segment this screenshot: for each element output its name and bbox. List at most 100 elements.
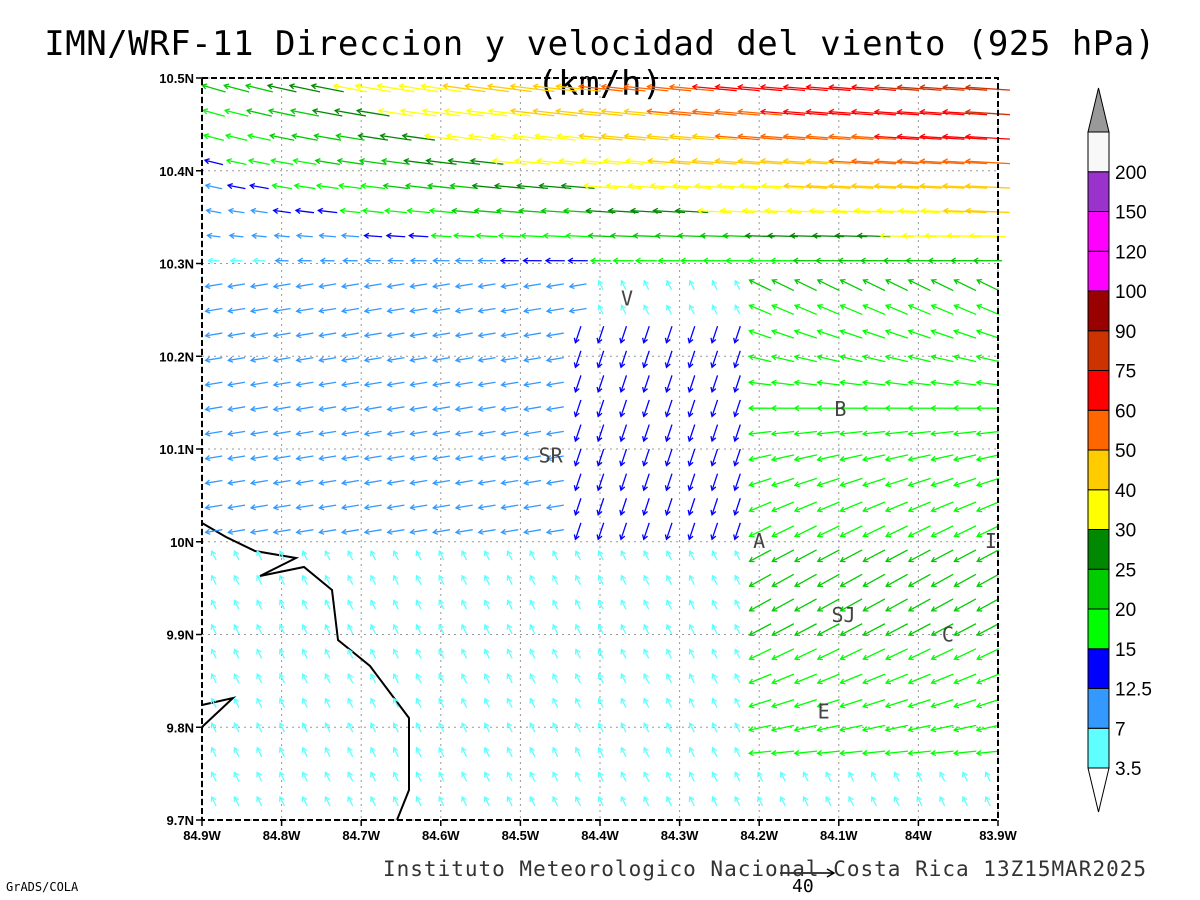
wind-arrow [318,430,337,437]
wind-arrow [558,157,597,165]
wind-arrow [483,550,490,561]
wind-arrow [560,182,595,190]
wind-arrow [839,303,863,316]
wind-arrow [500,479,519,486]
wind-arrow [392,574,399,586]
wind-arrow [782,84,828,92]
wind-arrow [506,672,513,684]
wind-arrow [930,454,954,463]
wind-arrow [619,350,628,369]
wind-arrow [552,623,559,635]
wind-arrow [710,448,719,467]
wind-arrow [295,356,314,363]
wind-arrow [427,182,455,190]
wind-arrow [907,525,931,538]
wind-arrow [793,525,817,538]
wind-arrow [582,182,618,190]
wind-arrow [861,405,886,412]
wind-arrow [540,207,570,214]
wind-arrow [506,795,513,807]
wind-arrow [272,454,291,462]
wind-arrow [210,599,217,610]
wind-arrow [719,207,755,214]
wind-arrow [597,795,604,807]
wind-arrow [409,430,428,437]
wind-arrow [204,182,223,190]
wind-arrow [669,157,714,165]
wind-arrow [612,257,634,264]
y-tick-label: 10.4N [159,164,194,179]
wind-arrow [733,473,741,492]
wind-arrow [301,574,308,586]
wind-arrow [627,182,665,190]
wind-arrow [552,746,559,758]
wind-arrow [939,795,946,807]
wind-arrow [600,83,646,92]
wind-arrow [620,279,627,291]
wind-arrow [691,157,737,165]
wind-arrow [227,332,246,339]
wind-arrow [500,332,519,339]
wind-arrow [907,623,931,636]
wind-arrow [409,381,428,388]
wind-arrow [415,771,422,782]
wind-arrow [270,158,294,166]
wind-arrow [930,573,954,588]
wind-arrow [340,381,359,388]
wind-arrow [340,528,359,535]
wind-arrow [665,279,673,291]
wind-arrow [431,381,451,388]
wind-arrow [256,771,263,782]
x-tick-label: 83.9W [979,828,1017,843]
wind-arrow [710,399,719,418]
wind-arrow [839,699,863,709]
wind-arrow [347,771,354,782]
wind-arrow [642,399,650,418]
wind-arrow [574,771,582,782]
wind-arrow [256,746,263,758]
wind-arrow [623,83,669,92]
wind-arrow [523,504,542,511]
wind-arrow [665,648,673,659]
wind-arrow [204,381,223,388]
wind-arrow [318,356,337,363]
wind-arrow [647,157,691,165]
colorbar-swatch [1087,290,1110,332]
colorbar-swatch [1087,688,1110,729]
wind-arrow [711,623,718,635]
wind-arrow [808,207,848,214]
wind-arrow [301,795,308,807]
wind-arrow [805,133,851,141]
wind-arrow [514,157,551,165]
wind-arrow [511,132,553,141]
wind-arrow [748,573,772,588]
wind-arrow [737,157,783,165]
wind-arrow [919,108,965,116]
wind-arrow [711,304,718,315]
wind-arrow [674,207,709,214]
wind-arrow [386,504,405,511]
wind-arrow [523,307,542,314]
wind-arrow [688,623,695,635]
wind-arrow [687,350,696,369]
wind-arrow [506,599,513,610]
wind-arrow [370,697,377,708]
wind-arrow [941,108,988,116]
wind-arrow [267,108,296,117]
wind-arrow [384,207,407,215]
wind-arrow [816,724,840,733]
wind-arrow [839,278,863,292]
wind-arrow [370,722,377,733]
wind-arrow [467,132,506,141]
wind-arrow [861,749,886,757]
wind-arrow [930,598,954,612]
wind-arrow [643,550,650,561]
wind-arrow [907,549,931,563]
wind-arrow [748,724,772,733]
wind-arrow [301,672,308,684]
wind-arrow [816,454,840,463]
wind-arrow [620,746,627,758]
reference-vector [780,868,836,878]
wind-arrow [793,430,817,437]
wind-arrow [737,108,783,116]
